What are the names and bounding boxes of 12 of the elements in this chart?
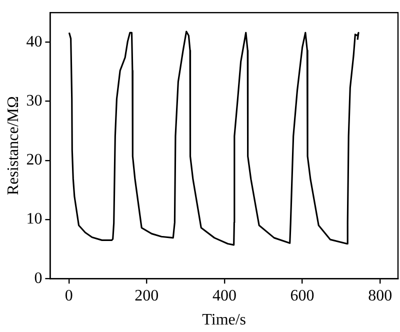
y-axis-title: Resistance/MΩ	[4, 96, 22, 196]
x-tick-label: 0	[64, 287, 73, 304]
x-axis-title: Time/s	[202, 312, 246, 329]
x-tick-label: 600	[290, 287, 314, 304]
y-tick-label: 0	[34, 270, 42, 287]
x-tick-label: 200	[134, 287, 159, 304]
y-tick-label: 40	[26, 33, 42, 50]
y-tick-label: 20	[26, 152, 42, 169]
x-tick-label: 800	[368, 287, 392, 304]
x-tick-label: 400	[212, 287, 236, 304]
y-tick-label: 10	[26, 210, 42, 228]
y-tick-label: 30	[26, 92, 42, 110]
